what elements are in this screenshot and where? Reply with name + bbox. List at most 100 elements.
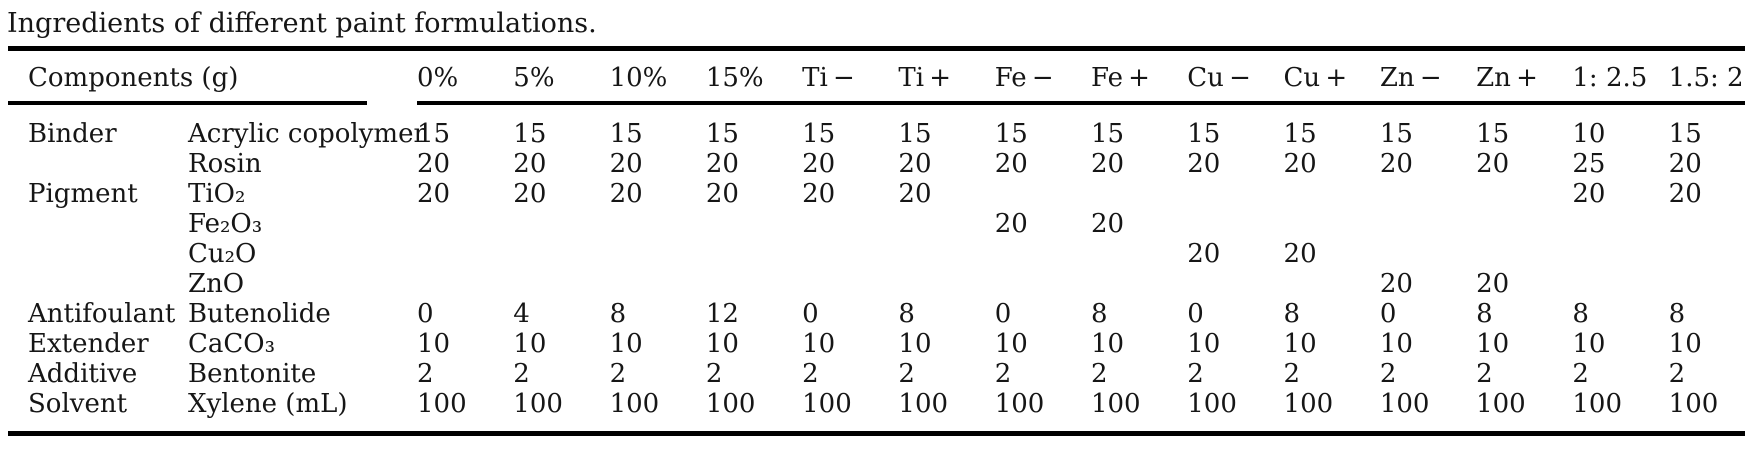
value-cell: 8: [1572, 299, 1589, 329]
value-cell: 15: [994, 119, 1028, 149]
value-cell: 20: [1476, 149, 1510, 179]
value-cell: 20: [994, 209, 1028, 239]
value-cell: 10: [1572, 329, 1606, 359]
table-row: Pigment TiO₂ 20 20 20 20 20 20 20 20: [8, 179, 1745, 209]
value-cell: [1167, 269, 1263, 299]
value-cell: [1456, 209, 1552, 239]
value-cell: [878, 269, 974, 299]
value-cell: [975, 269, 1071, 299]
value-cell: 8: [898, 299, 915, 329]
value-cell: [878, 239, 974, 269]
value-cell: 20: [417, 149, 451, 179]
value-cell: [878, 209, 974, 239]
value-cell: 20: [513, 149, 547, 179]
table-row: Solvent Xylene (mL) 100 100 100 100 100 …: [8, 389, 1745, 434]
value-cell: 25: [1572, 149, 1606, 179]
value-cell: 15: [705, 119, 739, 149]
value-cell: 100: [1476, 389, 1526, 419]
table-caption: Ingredients of different paint formulati…: [7, 8, 597, 39]
column-header: 1.5: 2: [1648, 48, 1745, 105]
value-cell: 8: [1476, 299, 1493, 329]
value-cell: 10: [1476, 329, 1510, 359]
value-cell: [686, 209, 782, 239]
value-cell: [1167, 179, 1263, 209]
value-cell: [1360, 179, 1456, 209]
value-cell: [782, 209, 878, 239]
table-row: Binder Acrylic copolymer 15 15 15 15 15 …: [8, 105, 1745, 149]
component-cell: Cu₂O: [188, 239, 257, 269]
category-cell: [8, 209, 168, 239]
component-cell: ZnO: [188, 269, 245, 299]
value-cell: 0: [1379, 299, 1397, 329]
value-cell: 20: [1379, 269, 1413, 299]
value-cell: 10: [609, 329, 643, 359]
value-cell: 10: [513, 329, 547, 359]
value-cell: [1264, 209, 1360, 239]
value-cell: [1360, 239, 1456, 269]
category-cell: Pigment: [28, 179, 138, 209]
value-cell: 20: [1379, 149, 1413, 179]
value-cell: 8: [1283, 299, 1301, 329]
column-header: Ti −: [782, 48, 879, 105]
value-cell: 100: [1379, 389, 1430, 419]
table-row: Rosin 20 20 20 20 20 20 20 20 20 20 20 2…: [8, 149, 1745, 179]
value-cell: [493, 269, 589, 299]
value-cell: [397, 239, 493, 269]
value-cell: 100: [994, 389, 1045, 419]
value-cell: 2: [802, 359, 819, 389]
value-cell: [397, 269, 493, 299]
value-cell: 15: [898, 119, 932, 149]
value-cell: [397, 209, 493, 239]
value-cell: 8: [1090, 299, 1108, 329]
value-cell: [1071, 179, 1167, 209]
value-cell: 20: [1668, 179, 1702, 209]
value-cell: 2: [705, 359, 723, 389]
value-cell: [782, 239, 878, 269]
value-cell: [1649, 239, 1745, 269]
column-header: 1: 2.5: [1552, 48, 1649, 105]
value-cell: 20: [1090, 149, 1125, 179]
value-cell: 100: [609, 389, 660, 419]
value-cell: 2: [1187, 359, 1204, 389]
value-cell: 2: [417, 359, 434, 389]
category-cell: Solvent: [28, 389, 128, 419]
value-cell: 2: [898, 359, 915, 389]
component-cell: Bentonite: [188, 359, 317, 389]
table-row: Extender CaCO₃ 10 10 10 10 10 10 10 10 1…: [8, 329, 1745, 359]
value-cell: 20: [1476, 269, 1510, 299]
value-cell: 15: [1187, 119, 1221, 149]
value-cell: [1456, 239, 1552, 269]
value-cell: 20: [1668, 149, 1702, 179]
value-cell: 20: [898, 149, 932, 179]
value-cell: 20: [802, 179, 836, 209]
value-cell: 10: [994, 329, 1028, 359]
column-header: Ti +: [878, 48, 975, 105]
column-header: Fe +: [1070, 48, 1168, 105]
category-cell: [8, 149, 168, 179]
value-cell: 15: [1090, 119, 1125, 149]
value-cell: 2: [1476, 359, 1493, 389]
column-header: 5%: [493, 48, 590, 105]
component-cell: Butenolide: [188, 299, 331, 329]
value-cell: 100: [1572, 389, 1623, 419]
value-cell: [1071, 239, 1167, 269]
value-cell: 10: [1283, 329, 1317, 359]
value-cell: 2: [994, 359, 1012, 389]
table-row: Additive Bentonite 2 2 2 2 2 2 2 2 2 2 2…: [8, 359, 1745, 389]
value-cell: 2: [1090, 359, 1108, 389]
value-cell: [1264, 269, 1360, 299]
value-cell: 20: [513, 179, 547, 209]
value-cell: 20: [1572, 179, 1606, 209]
column-header: 0%: [397, 48, 494, 105]
value-cell: 2: [1283, 359, 1301, 389]
category-cell: Extender: [28, 329, 149, 359]
value-cell: 8: [609, 299, 627, 329]
value-cell: 20: [609, 179, 643, 209]
value-cell: [1649, 209, 1745, 239]
category-cell: [8, 269, 168, 299]
component-cell: Fe₂O₃: [188, 209, 263, 239]
value-cell: [1552, 269, 1648, 299]
value-cell: [1456, 179, 1552, 209]
component-cell: TiO₂: [188, 179, 246, 209]
